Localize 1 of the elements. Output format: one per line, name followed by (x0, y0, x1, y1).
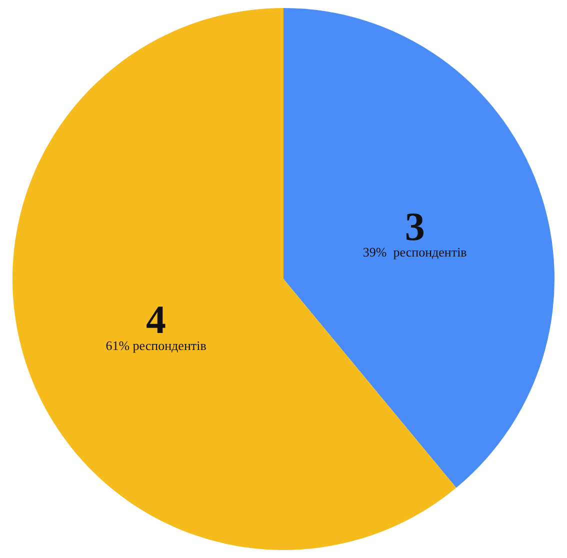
pie-slice (284, 8, 554, 488)
